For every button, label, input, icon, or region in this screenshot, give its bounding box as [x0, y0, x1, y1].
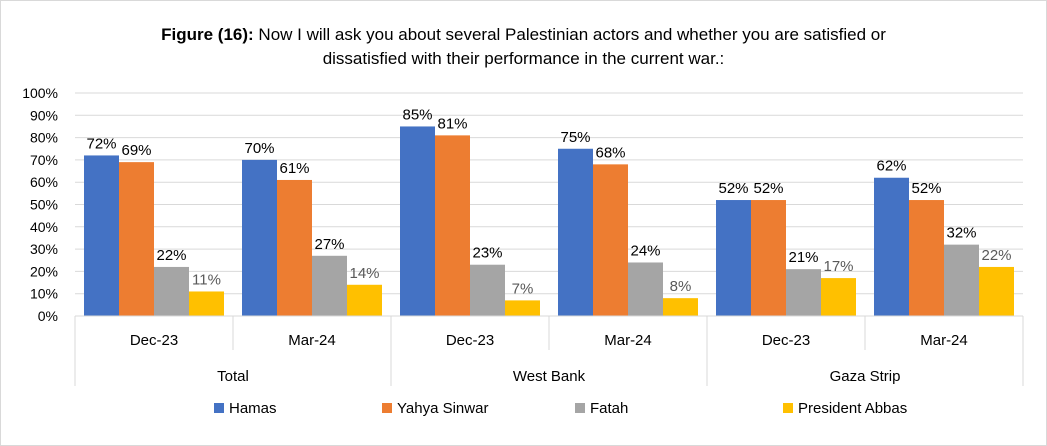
bar: [435, 135, 470, 316]
legend-label: Fatah: [590, 400, 628, 417]
legend-label: President Abbas: [798, 400, 907, 417]
data-label: 22%: [156, 247, 186, 264]
y-tick-label: 80%: [30, 130, 58, 146]
y-tick-label: 50%: [30, 197, 58, 213]
legend-label: Hamas: [229, 400, 277, 417]
data-label: 52%: [718, 180, 748, 197]
bar: [119, 162, 154, 316]
data-label: 8%: [670, 278, 692, 295]
data-label: 85%: [402, 106, 432, 123]
title-line-1: Figure (16): Now I will ask you about se…: [1, 23, 1046, 47]
data-label: 17%: [823, 258, 853, 275]
data-label: 22%: [981, 247, 1011, 264]
bar: [786, 269, 821, 316]
x-category-label: Dec-23: [130, 332, 178, 349]
data-label: 32%: [946, 225, 976, 242]
bar: [347, 284, 382, 316]
y-tick-label: 10%: [30, 286, 58, 302]
data-label: 68%: [595, 144, 625, 161]
x-group-label: Gaza Strip: [830, 368, 901, 385]
title-line-2: dissatisfied with their performance in t…: [322, 49, 725, 68]
bar: [593, 164, 628, 316]
data-label: 81%: [437, 115, 467, 132]
data-label: 11%: [192, 271, 221, 288]
y-tick-label: 30%: [30, 241, 58, 257]
data-label: 7%: [512, 280, 534, 297]
x-category-label: Dec-23: [762, 332, 810, 349]
data-label: 14%: [349, 265, 379, 282]
data-label: 52%: [911, 180, 941, 197]
x-group-label: West Bank: [513, 368, 586, 385]
chart-title: Figure (16): Now I will ask you about se…: [1, 23, 1046, 71]
legend-swatch: [214, 403, 224, 413]
bar: [242, 159, 277, 316]
data-label: 69%: [121, 142, 151, 159]
legend-swatch: [575, 403, 585, 413]
data-label: 27%: [314, 236, 344, 253]
bar: [154, 266, 189, 316]
y-tick-label: 70%: [30, 152, 58, 168]
bar: [505, 300, 540, 316]
bar: [84, 155, 119, 316]
y-tick-label: 40%: [30, 219, 58, 235]
legend-swatch: [783, 403, 793, 413]
data-label: 21%: [788, 249, 818, 266]
bar: [277, 179, 312, 316]
bar: [628, 262, 663, 316]
bar: [909, 200, 944, 316]
data-label: 62%: [876, 158, 906, 175]
bar: [751, 200, 786, 316]
legend-swatch: [382, 403, 392, 413]
bar: [558, 148, 593, 316]
legend-label: Yahya Sinwar: [397, 400, 488, 417]
data-label: 70%: [244, 140, 274, 157]
y-tick-label: 0%: [38, 308, 58, 324]
data-label: 23%: [472, 245, 502, 262]
bar: [874, 177, 909, 316]
data-label: 75%: [560, 129, 590, 146]
title-text-1: Now I will ask you about several Palesti…: [253, 25, 886, 44]
y-tick-label: 20%: [30, 263, 58, 279]
data-label: 61%: [279, 160, 309, 177]
bar: [821, 278, 856, 316]
bar: [716, 200, 751, 316]
bar: [944, 244, 979, 316]
y-tick-label: 60%: [30, 174, 58, 190]
data-label: 52%: [753, 180, 783, 197]
bar: [979, 266, 1014, 316]
bar: [470, 264, 505, 316]
x-category-label: Mar-24: [920, 332, 968, 349]
x-category-label: Dec-23: [446, 332, 494, 349]
x-category-label: Mar-24: [604, 332, 652, 349]
bar: [663, 298, 698, 316]
data-label: 24%: [630, 242, 660, 259]
y-tick-label: 100%: [22, 85, 58, 101]
bar: [312, 255, 347, 316]
y-tick-label: 90%: [30, 107, 58, 123]
bar: [189, 291, 224, 316]
data-label: 72%: [86, 135, 116, 152]
x-category-label: Mar-24: [288, 332, 336, 349]
title-prefix: Figure (16):: [161, 25, 254, 44]
bar: [400, 126, 435, 316]
x-group-label: Total: [217, 368, 249, 385]
